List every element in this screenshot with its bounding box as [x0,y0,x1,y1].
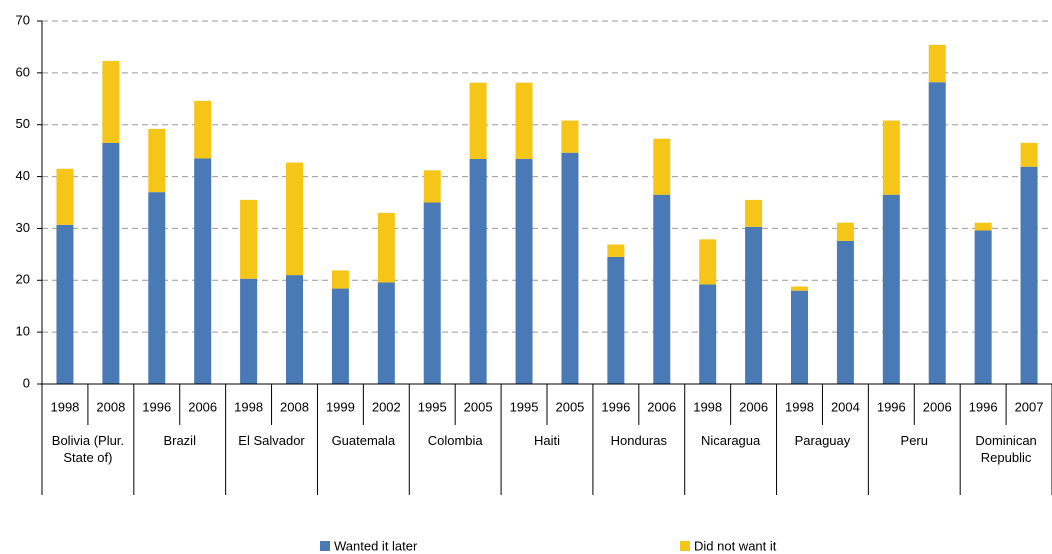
x-tick-label: 2005 [464,399,493,414]
x-tick-label: 2008 [96,399,125,414]
x-tick-label: 1996 [601,399,630,414]
bar-segment [240,278,258,384]
x-tick-label: 1998 [785,399,814,414]
group-label: Brazil [163,433,196,448]
legend-swatch [680,541,690,551]
x-tick-label: 2006 [647,399,676,414]
bar-segment [377,212,395,283]
bar-segment [561,120,579,153]
bar-segment [286,275,303,384]
group-label: Bolivia (Plur. State of) [51,433,125,465]
legend-label: Wanted it later [334,538,418,553]
bar-segment [56,168,74,225]
group-label: Honduras [610,433,667,448]
group-label: Haiti [533,433,560,448]
x-tick-label: 1996 [969,399,998,414]
group-label: Paraguay [794,433,851,448]
bar-segment [653,194,671,384]
y-tick-label: 20 [16,272,30,287]
bar-segment [882,194,900,384]
y-tick-label: 10 [16,324,30,339]
bar-segment [56,224,74,384]
group-label: Guatemala [331,433,396,448]
bar-segment [102,60,120,143]
bar-segment [423,170,441,203]
x-tick-label: 1995 [510,399,539,414]
bar-segment [148,192,166,384]
group-label: Colombia [427,433,483,448]
x-tick-label: 1996 [142,399,171,414]
x-tick-label: 2005 [555,399,584,414]
bar-segment [194,100,212,159]
bar-segment [836,222,854,241]
bar-segment [240,199,258,279]
bar-segment [515,82,533,159]
x-tick-label: 1998 [234,399,263,414]
bar-segment [745,199,763,227]
bar-segment [791,290,808,384]
bar-segment [331,288,349,384]
y-tick-label: 0 [23,375,30,390]
y-tick-label: 70 [16,12,30,27]
y-tick-label: 40 [16,168,30,183]
bar-segment [469,82,487,159]
bar-segment [194,158,212,384]
bar-segment [607,244,625,257]
bar-segment [148,128,166,193]
bar-segment [515,158,533,384]
bar-segment [1020,142,1038,167]
x-tick-label: 2007 [1015,399,1044,414]
bar-segment [974,230,992,384]
x-tick-label: 2004 [831,399,860,414]
bar-segment [286,162,303,276]
bar-segment [791,286,808,291]
x-tick-label: 2002 [372,399,401,414]
bar-segment [607,256,625,384]
bar-segment [928,82,946,384]
bar-segment [1020,166,1038,384]
x-tick-label: 1999 [326,399,355,414]
bar-segment [745,226,763,384]
group-label: Dominican Republic [975,433,1037,465]
x-tick-label: 2006 [923,399,952,414]
bar-segment [836,240,854,384]
bar-segment [561,152,579,384]
bar-segment [377,282,395,384]
x-tick-label: 1998 [693,399,722,414]
x-tick-label: 2008 [280,399,309,414]
bar-segment [882,120,900,195]
bar-segment [423,202,441,384]
x-tick-label: 1996 [877,399,906,414]
y-tick-label: 30 [16,220,30,235]
group-label: Nicaragua [700,433,761,448]
y-tick-label: 60 [16,64,30,79]
x-tick-label: 1995 [418,399,447,414]
bar-segment [653,138,671,195]
bar-segment [469,158,487,384]
x-tick-label: 2006 [739,399,768,414]
bar-segment [699,284,717,384]
x-tick-label: 2006 [188,399,217,414]
group-label: El Salvador [238,433,305,448]
bar-segment [331,270,349,289]
bar-segment [699,239,717,285]
legend-swatch [320,541,330,551]
group-label: Peru [900,433,928,448]
legend-label: Did not want it [694,538,777,553]
x-tick-label: 1998 [50,399,79,414]
bar-segment [928,44,946,83]
y-tick-label: 50 [16,116,30,131]
bar-segment [974,222,992,231]
bar-segment [102,142,120,384]
